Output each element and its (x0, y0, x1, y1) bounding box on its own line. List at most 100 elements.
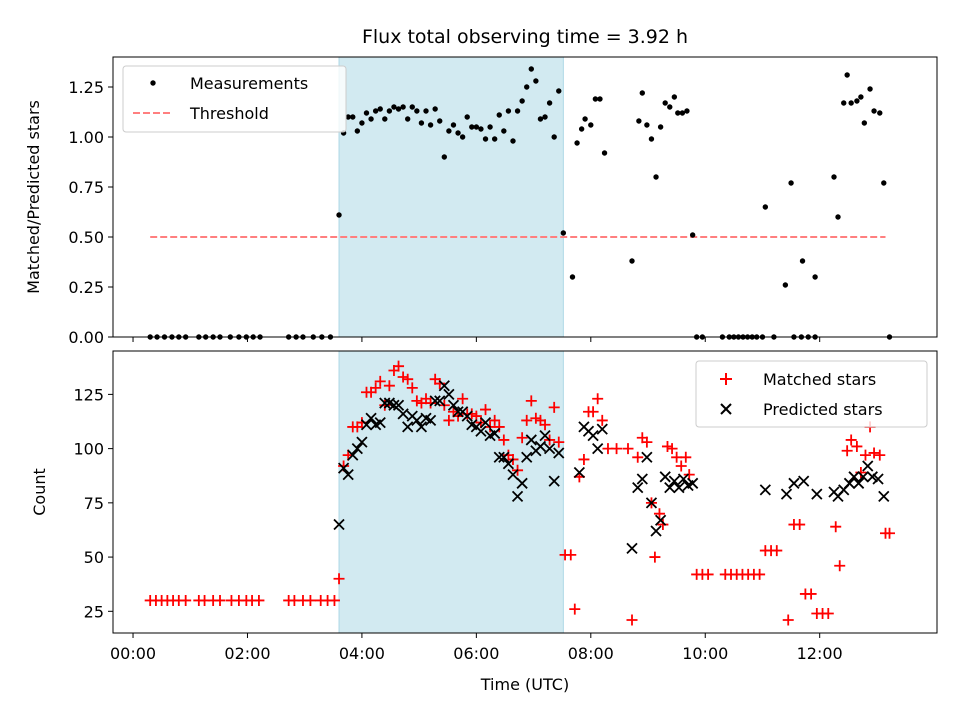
predicted-star-point (587, 429, 599, 442)
matched-star-point (626, 614, 638, 626)
bottom-x-ticks: 00:00 02:00 04:00 06:00 08:00 10:00 12:00 (110, 633, 843, 663)
matched-star-point (328, 594, 340, 606)
matched-star-point (569, 603, 581, 615)
matched-star-point (611, 443, 623, 455)
predicted-star-point (573, 466, 585, 479)
measurement-point (560, 230, 567, 236)
measurement-point (812, 274, 818, 280)
predicted-star-point (521, 451, 533, 463)
measurement-point (671, 94, 678, 100)
matched-star-point (675, 460, 687, 472)
predicted-star-point (632, 482, 644, 494)
matched-star-point (754, 568, 766, 580)
predicted-star-point (498, 451, 510, 463)
matched-star-point (702, 568, 714, 580)
matched-star-point (370, 382, 382, 394)
legend-predicted-label: Predicted stars (763, 400, 883, 419)
bottom-x-tick-label: 06:00 (453, 644, 499, 663)
bottom-x-tick-label: 02:00 (224, 644, 270, 663)
top-y-ticks: 0.00 0.25 0.50 0.75 1.00 1.25 (68, 78, 113, 347)
predicted-star-point (759, 484, 771, 496)
matched-star-point (480, 404, 492, 416)
matched-star-point (530, 412, 542, 424)
top-x-ticks (132, 337, 821, 342)
legend-measurements-marker (150, 80, 156, 86)
predicted-star-point (337, 462, 350, 474)
predicted-star-point (878, 490, 890, 502)
measurement-point (514, 108, 521, 114)
observing-window-shade (338, 56, 564, 338)
matched-star-point (874, 449, 886, 461)
predicted-star-point (857, 471, 869, 483)
bottom-y-axis-label: Count (30, 468, 49, 516)
predicted-star-point (788, 477, 800, 489)
matched-star-point (397, 371, 409, 383)
bottom-x-tick-label: 08:00 (568, 644, 614, 663)
bottom-y-tick-label: 125 (73, 385, 104, 404)
matched-star-point (649, 551, 661, 563)
matched-star-point (622, 443, 634, 455)
predicted-stars-series (333, 380, 890, 555)
measurement-point (501, 128, 507, 134)
predicted-star-point (397, 408, 409, 420)
matched-star-point (402, 373, 414, 385)
measurement-point (648, 136, 655, 142)
measurement-point (636, 118, 642, 124)
matched-star-point (771, 545, 783, 557)
top-y-tick-label: 1.25 (68, 78, 104, 97)
predicted-star-point (534, 440, 547, 453)
predicted-star-point (452, 406, 464, 418)
matched-star-point (493, 421, 505, 433)
bottom-x-tick-label: 00:00 (110, 644, 156, 663)
matched-star-point (411, 395, 423, 407)
matched-star-point (884, 527, 896, 539)
matched-star-point (525, 395, 537, 407)
predicted-star-point (479, 416, 492, 429)
measurement-point (359, 120, 365, 126)
measurement-point (372, 108, 379, 114)
matched-star-point (516, 432, 528, 444)
measurement-point (423, 108, 429, 114)
measurement-point (689, 232, 696, 238)
predicted-star-point (654, 514, 667, 526)
predicted-star-point (429, 395, 441, 407)
measurement-point (867, 86, 873, 92)
measurement-point (432, 106, 438, 112)
measurement-point (679, 110, 686, 116)
matched-star-point (680, 451, 692, 463)
measurement-point (336, 212, 342, 218)
measurement-point (350, 114, 356, 120)
matched-star-point (489, 414, 501, 426)
top-y-tick-label: 0.75 (68, 178, 104, 197)
matched-star-point (304, 594, 316, 606)
matched-star-point (565, 549, 577, 561)
predicted-star-point (525, 434, 537, 446)
measurement-point (675, 110, 681, 116)
measurement-point (469, 124, 475, 130)
measurement-point (395, 106, 402, 112)
measurement-point (667, 104, 673, 110)
predicted-star-point (626, 542, 638, 555)
bottom-y-tick-label: 100 (73, 440, 104, 459)
predicted-star-point (553, 447, 565, 459)
bottom-x-tick-label: 10:00 (682, 644, 728, 663)
measurement-point (446, 128, 452, 134)
predicted-star-point (543, 442, 556, 455)
predicted-star-point (872, 473, 884, 485)
predicted-star-point (852, 477, 865, 489)
bottom-legend: Matched stars Predicted stars (695, 360, 928, 428)
measurement-point (601, 150, 608, 156)
measurement-point (551, 134, 557, 140)
measurement-point (386, 108, 393, 114)
measurement-point (588, 122, 594, 128)
matched-star-point (805, 588, 817, 600)
predicted-star-point (461, 410, 473, 422)
measurement-point (354, 128, 361, 134)
matched-star-point (666, 443, 678, 455)
measurement-point (404, 116, 411, 122)
matched-star-point (548, 401, 560, 413)
matched-star-point (333, 573, 345, 585)
matched-star-point (393, 360, 405, 372)
predicted-star-point (411, 414, 423, 427)
